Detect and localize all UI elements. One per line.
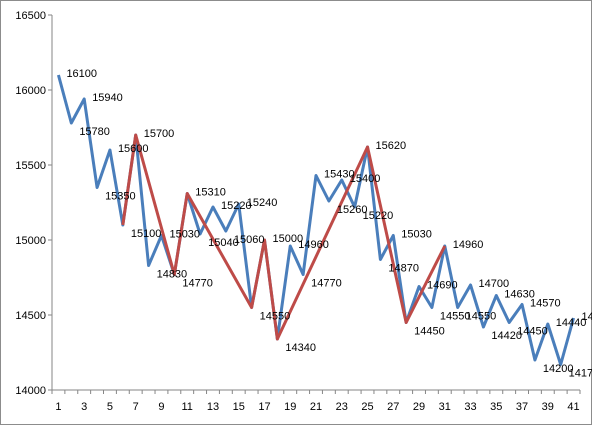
data-label: 14450 (517, 326, 548, 338)
data-label: 14770 (182, 278, 213, 290)
data-label: 15040 (208, 237, 239, 249)
data-label: 14770 (311, 278, 342, 290)
x-tick-label: 25 (361, 401, 373, 413)
data-label: 14340 (285, 342, 316, 354)
data-label: 15350 (105, 191, 136, 203)
data-label: 15310 (195, 187, 226, 199)
x-tick-label: 3 (81, 401, 87, 413)
x-tick-label: 11 (182, 401, 193, 413)
x-tick-label: 17 (258, 401, 270, 413)
data-label: 15940 (92, 92, 123, 104)
x-tick-label: 21 (310, 401, 322, 413)
x-tick-label: 5 (107, 401, 113, 413)
x-tick-label: 7 (133, 401, 139, 413)
data-label: 15600 (118, 143, 149, 155)
data-label: 15100 (131, 228, 162, 240)
x-tick-label: 41 (567, 401, 579, 413)
data-label: 15030 (169, 229, 200, 241)
data-label: 14690 (427, 280, 458, 292)
x-tick-label: 37 (516, 401, 528, 413)
data-label: 14700 (479, 278, 510, 290)
data-label: 14960 (298, 239, 329, 251)
data-label: 16100 (66, 68, 97, 80)
y-tick-label: 16000 (15, 85, 46, 97)
data-label: 15220 (363, 210, 394, 222)
data-label: 15620 (376, 140, 407, 152)
data-label: 14870 (388, 263, 419, 275)
data-label: 15260 (337, 204, 368, 216)
data-label: 14830 (157, 269, 188, 281)
data-label: 15030 (401, 229, 432, 241)
data-label: 14420 (491, 330, 522, 342)
data-label: 14170 (569, 368, 592, 380)
data-label: 15700 (144, 128, 175, 140)
data-label: 14960 (453, 239, 484, 251)
data-label: 14440 (556, 317, 587, 329)
data-label: 14480 (582, 311, 592, 323)
y-tick-label: 15000 (15, 235, 46, 247)
x-tick-label: 9 (158, 401, 164, 413)
x-tick-label: 13 (207, 401, 219, 413)
x-tick-label: 29 (413, 401, 425, 413)
y-tick-label: 14500 (15, 310, 46, 322)
data-label: 15220 (221, 200, 252, 212)
x-tick-label: 19 (284, 401, 296, 413)
x-tick-label: 15 (233, 401, 245, 413)
data-label: 14450 (414, 326, 445, 338)
x-tick-label: 27 (387, 401, 399, 413)
data-label: 15240 (247, 197, 278, 209)
data-label: 14200 (543, 363, 574, 375)
y-tick-label: 14000 (15, 385, 46, 397)
data-label: 15000 (272, 233, 303, 245)
series-red-line (121, 133, 447, 341)
data-label: 14570 (530, 298, 561, 310)
x-tick-label: 33 (464, 401, 476, 413)
x-tick-label: 35 (490, 401, 502, 413)
data-label: 14630 (504, 289, 535, 301)
x-tick-label: 23 (336, 401, 348, 413)
data-label: 15400 (350, 173, 381, 185)
x-tick-label: 39 (542, 401, 554, 413)
y-tick-label: 15500 (15, 160, 46, 172)
x-tick-label: 1 (55, 401, 61, 413)
data-label: 15430 (324, 169, 355, 181)
series-blue-line (56, 74, 576, 366)
data-label: 14550 (440, 311, 471, 323)
data-label: 15060 (234, 234, 265, 246)
data-label: 14550 (260, 311, 291, 323)
data-label: 15780 (79, 126, 110, 138)
y-tick-label: 16500 (15, 10, 46, 22)
x-tick-label: 31 (439, 401, 451, 413)
data-label: 14550 (466, 311, 497, 323)
